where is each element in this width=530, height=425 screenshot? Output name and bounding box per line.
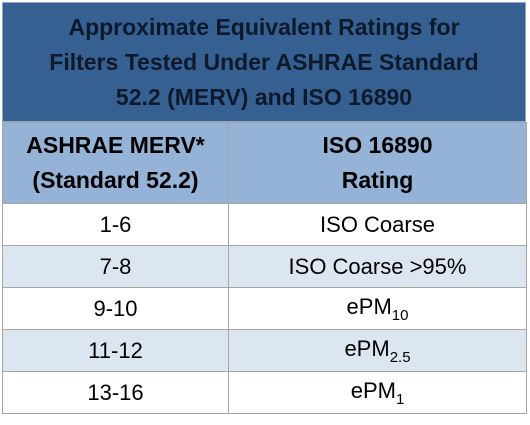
table-body: ASHRAE MERV* (Standard 52.2) ISO 16890 Rat… (2, 122, 527, 414)
iso-text: ePM (350, 377, 396, 403)
merv-text: 7-8 (99, 253, 132, 279)
iso-cell: ISO Coarse (228, 203, 527, 246)
iso-cell: ePM10 (228, 287, 527, 330)
merv-cell: 13-16 (2, 371, 229, 414)
merv-text: 1-6 (99, 211, 132, 237)
merv-cell: 11-12 (2, 329, 229, 372)
iso-text: ePM (344, 335, 390, 361)
merv-cell: 9-10 (2, 287, 229, 330)
title-line: Filters Tested Under ASHRAE Standard (49, 48, 479, 75)
merv-text: 9-10 (93, 295, 138, 321)
header-cell: ISO 16890 Rating (228, 122, 527, 204)
iso-subscript: 1 (395, 390, 405, 408)
merv-text: 13-16 (87, 379, 144, 405)
header-line: Rating (341, 167, 414, 193)
header-line: ISO 16890 (322, 132, 433, 158)
ratings-table: Approximate Equivalent Ratings for Filter… (2, 2, 527, 414)
table-row: 7-8 ISO Coarse >95% (2, 245, 527, 288)
table-row: 1-6 ISO Coarse (2, 203, 527, 246)
title-line: 52.2 (MERV) and ISO 16890 (115, 83, 413, 110)
table-title: Approximate Equivalent Ratings for Filter… (2, 2, 526, 122)
merv-cell: 7-8 (2, 245, 229, 288)
table-row: 13-16 ePM1 (2, 371, 527, 414)
iso-text: ISO Coarse >95% (288, 253, 467, 279)
title-line: Approximate Equivalent Ratings for (68, 13, 460, 40)
iso-cell: ePM1 (228, 371, 527, 414)
iso-cell: ePM2.5 (228, 329, 527, 372)
merv-cell: 1-6 (2, 203, 229, 246)
table-row: 9-10 ePM10 (2, 287, 527, 330)
header-line: ASHRAE MERV* (26, 132, 205, 158)
header-row: ASHRAE MERV* (Standard 52.2) ISO 16890 Rat… (2, 122, 527, 204)
iso-text: ePM (346, 293, 392, 319)
merv-text: 11-12 (88, 337, 143, 363)
iso-subscript: 2.5 (389, 348, 411, 366)
iso-cell: ISO Coarse >95% (228, 245, 527, 288)
table: ASHRAE MERV* (Standard 52.2) ISO 16890 Rat… (2, 122, 527, 414)
iso-subscript: 10 (391, 306, 409, 324)
table-row: 11-12 ePM2.5 (2, 329, 527, 372)
iso-text: ISO Coarse (320, 211, 435, 237)
header-cell: ASHRAE MERV* (Standard 52.2) (2, 122, 229, 204)
header-line: (Standard 52.2) (32, 167, 199, 193)
